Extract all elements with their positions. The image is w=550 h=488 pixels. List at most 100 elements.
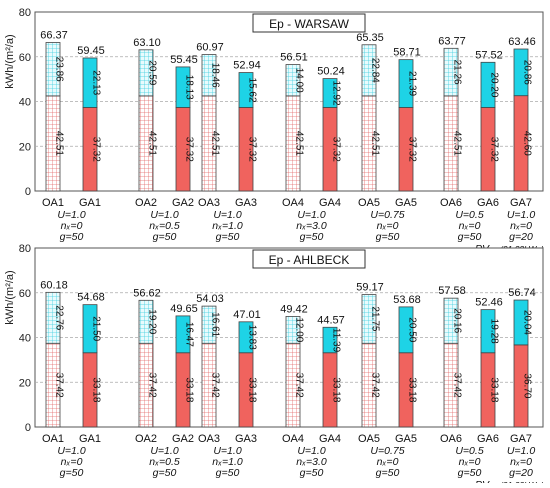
variant-param-g: g=50 [376, 467, 400, 479]
bar-value-label: 20.20 [489, 72, 500, 97]
y-tick-label: 80 [19, 7, 31, 19]
bar-total-label: 47.01 [233, 309, 261, 321]
variant-param-u: U=1.0 [150, 445, 178, 457]
bar-value-label: 37.42 [147, 373, 158, 398]
x-tick-label: OA6 [440, 197, 462, 209]
bar-segment-top [443, 47, 459, 97]
variant-param-n: nₓ=0.5 [149, 220, 180, 232]
x-tick-label: OA4 [282, 197, 304, 209]
bar-segment-top [480, 309, 496, 354]
bar-total-label: 66.37 [40, 29, 68, 41]
bar-value-label: 16.47 [184, 322, 195, 347]
x-tick-label: OA4 [282, 433, 304, 445]
bar-total-label: 49.65 [170, 303, 198, 315]
variant-param-g: g=20 [509, 467, 533, 479]
bar-value-label: 37.32 [331, 137, 342, 162]
chart-title-box [252, 13, 366, 33]
x-tick-label: GA1 [79, 433, 101, 445]
bar-total-label: 63.46 [508, 36, 536, 48]
bar-total-label: 63.10 [133, 37, 161, 49]
variant-param-u: U=0.75 [370, 445, 404, 457]
bar-value-label: 20.04 [522, 310, 533, 335]
chart-panel-warsaw: 0 20 40 60 80 kWh/(m²/a) Ep - WARSAW 42.51 23.86… [4, 7, 544, 255]
y-tick-label: 20 [19, 377, 31, 389]
bar-segment-top [322, 78, 338, 108]
bar-segment-top [285, 64, 301, 97]
bar-value-label: 18.13 [184, 75, 195, 100]
bar-value-label: 19.20 [147, 309, 158, 334]
bar-segment-top [175, 66, 191, 108]
x-tick-label: GA2 [172, 197, 194, 209]
bar-total-label: 55.45 [170, 54, 198, 66]
bar-segment-top [201, 305, 217, 344]
bar-segment-top [480, 61, 496, 108]
bar-segment-top [82, 304, 98, 354]
bar-segment-top [361, 44, 377, 97]
bar-value-label: 42.51 [370, 131, 381, 156]
bar-value-label: 33.18 [184, 377, 195, 402]
bar-value-label: 20.50 [407, 317, 418, 342]
x-tick-label: GA1 [79, 197, 101, 209]
bar-value-label: 37.42 [54, 373, 65, 398]
chart-panel-ahlbeck: 0 20 40 60 80 kWh/(m²/a) Ep - AHLBECK 37.42 22.7… [4, 243, 544, 488]
bar-segment-top [201, 54, 217, 97]
bar-value-label: 42.51 [147, 131, 158, 156]
bar-value-label: 36.70 [522, 373, 533, 398]
bar-value-label: 14.00 [294, 68, 305, 93]
bar-total-label: 60.97 [196, 42, 224, 54]
x-tick-label: OA6 [440, 433, 462, 445]
bar-value-label: 37.42 [452, 373, 463, 398]
variant-param-u: U=1.0 [150, 209, 178, 221]
bar-value-label: 37.42 [294, 373, 305, 398]
variant-param-n: nₓ=1.0 [212, 456, 243, 468]
bar-total-label: 56.74 [508, 287, 536, 299]
y-axis-label: kWh/(m²/a) [4, 270, 16, 324]
bar-total-label: 52.46 [475, 297, 503, 309]
variant-param-g: g=50 [216, 467, 240, 479]
bar-value-label: 23.86 [54, 57, 65, 82]
variant-param-u: U=0.75 [370, 209, 404, 221]
bar-segment-top [82, 57, 98, 108]
x-tick-label: OA3 [198, 197, 220, 209]
chart-title: Ep - WARSAW [269, 17, 349, 31]
bar-value-label: 19.28 [489, 319, 500, 344]
bar-value-label: 21.39 [407, 71, 418, 96]
variant-param-n: nₓ=3.0 [296, 220, 327, 232]
x-tick-label: OA2 [135, 433, 157, 445]
bar-segment-top [45, 42, 61, 97]
bar-value-label: 20.16 [452, 308, 463, 333]
bar-segment-top [398, 306, 414, 354]
bar-segment-top [513, 48, 529, 97]
bar-total-label: 56.51 [280, 52, 308, 64]
bar-value-label: 20.86 [522, 60, 533, 85]
bar-value-label: 21.26 [452, 60, 463, 85]
y-tick-label: 60 [19, 288, 31, 300]
bar-total-label: 63.77 [438, 35, 466, 47]
bar-total-label: 60.18 [40, 279, 68, 291]
bar-value-label: 42.60 [522, 131, 533, 156]
bar-value-label: 12.92 [331, 81, 342, 106]
x-tick-label: OA5 [358, 197, 380, 209]
variant-param-n: nₓ=0 [510, 456, 532, 468]
y-tick-label: 40 [19, 97, 31, 109]
bar-total-label: 65.35 [356, 32, 384, 44]
bar-value-label: 22.76 [54, 305, 65, 330]
variant-param-g: g=50 [60, 467, 84, 479]
bar-value-label: 37.42 [210, 373, 221, 398]
bar-value-label: 42.51 [210, 131, 221, 156]
x-tick-label: OA1 [42, 197, 64, 209]
bar-total-label: 54.68 [77, 292, 105, 304]
chart-title: Ep - AHLBECK [269, 253, 350, 267]
bar-segment-top [175, 315, 191, 354]
bar-value-label: 20.59 [147, 60, 158, 85]
bar-value-label: 21.50 [91, 316, 102, 341]
x-tick-label: OA1 [42, 433, 64, 445]
bar-value-label: 11.39 [331, 328, 342, 353]
bar-value-label: 42.51 [294, 131, 305, 156]
variant-param-u: U=1.0 [297, 445, 325, 457]
x-tick-label: GA6 [477, 433, 499, 445]
x-tick-label: GA6 [477, 197, 499, 209]
bar-segment-top [443, 297, 459, 344]
bar-value-label: 33.18 [331, 377, 342, 402]
bar-value-label: 16.61 [210, 312, 221, 337]
